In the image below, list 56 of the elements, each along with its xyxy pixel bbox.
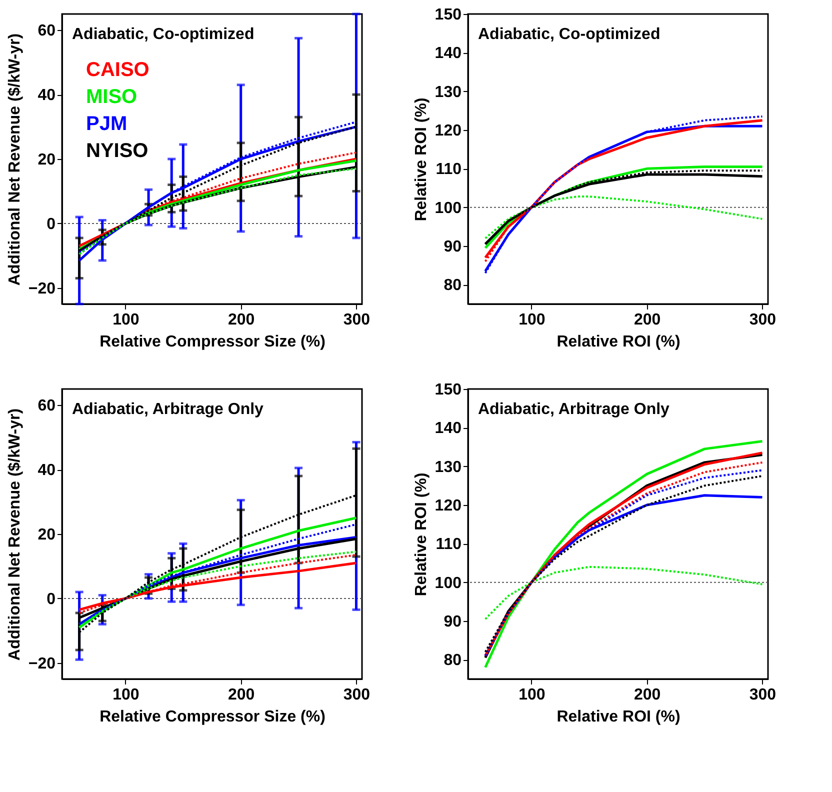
y-tick-label: 150 xyxy=(434,6,462,24)
y-tick-label: 40 xyxy=(38,87,56,104)
y-axis-title: Additional Net Revenue ($/kW-yr) xyxy=(6,408,24,661)
y-tick-label: 100 xyxy=(434,200,462,217)
y-tick-label: 60 xyxy=(38,22,56,40)
x-tick-label: 100 xyxy=(518,312,546,328)
x-axis-title: Relative Compressor Size (%) xyxy=(100,334,326,350)
text: MISO xyxy=(86,86,138,108)
text: Adiabatic, Arbitrage Only xyxy=(478,401,670,418)
x-tick-label: 200 xyxy=(228,312,255,328)
y-tick-label: 110 xyxy=(436,161,462,178)
x-tick-label: 300 xyxy=(749,312,776,328)
y-tick-label: 90 xyxy=(444,614,462,630)
y-axis-title: Additional Net Revenue ($/kW-yr) xyxy=(6,33,24,286)
y-tick-label: 0 xyxy=(46,590,56,608)
y-tick-label: −20 xyxy=(28,655,56,672)
x-tick-label: 100 xyxy=(112,312,140,328)
text: PJM xyxy=(86,113,128,135)
y-tick-label: 60 xyxy=(38,398,56,415)
y-tick-label: 100 xyxy=(434,574,462,592)
y-tick-label: 0 xyxy=(46,216,56,233)
y-tick-label: 110 xyxy=(436,536,462,554)
y-tick-label: −20 xyxy=(28,280,56,298)
y-axis-title: Relative ROI (%) xyxy=(412,472,430,596)
y-tick-label: 130 xyxy=(434,458,462,476)
x-axis-title: Relative ROI (%) xyxy=(556,334,680,350)
text: Adiabatic, Arbitrage Only xyxy=(72,401,264,418)
text: Adiabatic, Co-optimized xyxy=(478,26,660,43)
text: NYISO xyxy=(86,140,148,162)
y-tick-label: 120 xyxy=(434,122,462,140)
y-tick-label: 140 xyxy=(434,420,462,438)
line-series xyxy=(484,196,764,240)
y-tick-label: 150 xyxy=(434,382,462,398)
y-tick-label: 130 xyxy=(434,84,462,101)
y-tick-label: 80 xyxy=(444,277,462,294)
x-tick-label: 200 xyxy=(634,312,661,328)
x-tick-label: 200 xyxy=(228,686,255,704)
x-tick-label: 300 xyxy=(343,686,370,704)
y-tick-label: 20 xyxy=(38,152,56,168)
y-tick-label: 90 xyxy=(444,238,462,256)
x-tick-label: 100 xyxy=(112,686,140,704)
x-tick-label: 300 xyxy=(749,686,776,704)
x-tick-label: 200 xyxy=(634,686,661,704)
y-tick-label: 80 xyxy=(444,652,462,670)
x-axis-title: Relative ROI (%) xyxy=(556,708,680,726)
text: Adiabatic, Co-optimized xyxy=(72,26,254,43)
y-tick-label: 40 xyxy=(38,462,56,480)
y-tick-label: 20 xyxy=(38,526,56,544)
x-tick-label: 100 xyxy=(518,686,546,704)
text: CAISO xyxy=(86,59,150,81)
y-axis-title: Relative ROI (%) xyxy=(412,98,430,222)
line-series xyxy=(484,566,764,620)
x-axis-title: Relative Compressor Size (%) xyxy=(100,708,326,726)
y-tick-label: 120 xyxy=(434,498,462,514)
y-tick-label: 140 xyxy=(434,45,462,62)
x-tick-label: 300 xyxy=(343,312,370,328)
